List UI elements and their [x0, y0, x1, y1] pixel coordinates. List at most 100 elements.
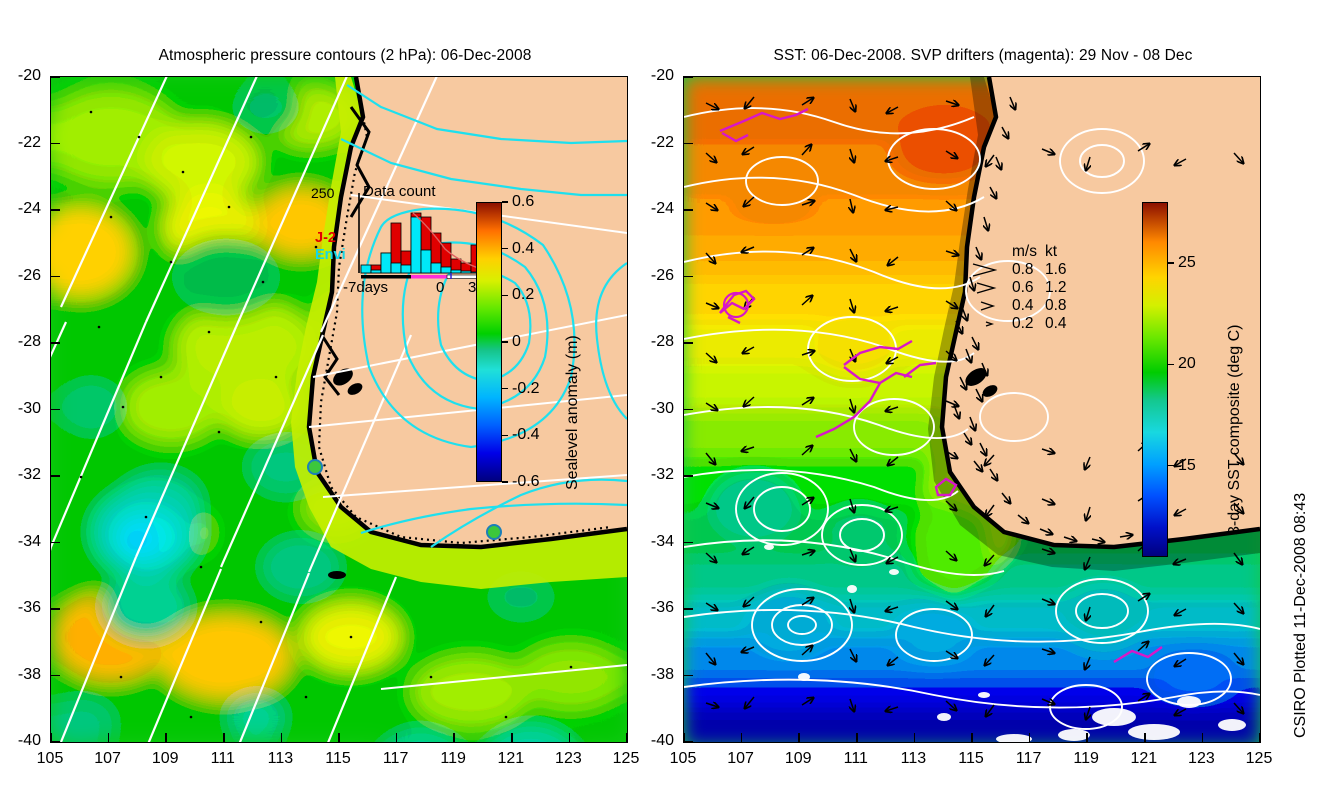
x-axis-tick — [107, 733, 110, 742]
x-axis-tick — [51, 733, 52, 742]
inset-title: Data count — [363, 183, 436, 200]
y-axis-tick-label: -26 — [650, 266, 674, 284]
inset-xright-label: 3 — [468, 279, 477, 296]
y-axis-tick — [684, 608, 693, 610]
y-axis-tick-label: -20 — [650, 67, 674, 84]
colorbar-tick-label: -0.6 — [512, 473, 540, 490]
colorbar-tick — [1168, 262, 1174, 264]
csiro-credit: CSIRO Plotted 11-Dec-2008 08:43 — [1292, 492, 1309, 738]
y-axis-tick — [684, 77, 693, 78]
colorbar-tick-label: 0.4 — [512, 239, 535, 257]
y-axis-tick — [51, 77, 60, 78]
x-axis-tick-label: 121 — [497, 750, 525, 767]
velkey-arrow-icon — [967, 261, 1008, 279]
inset-xleft-label: -7days — [343, 279, 389, 296]
y-axis-tick-label: -32 — [17, 466, 41, 483]
y-axis-tick-label: -28 — [650, 333, 674, 350]
y-axis-tick-label: -36 — [650, 599, 674, 616]
y-axis-tick-label: -36 — [17, 599, 41, 616]
y-axis-tick — [51, 541, 60, 544]
x-axis-tick — [798, 733, 800, 742]
x-axis-tick-label: 105 — [36, 750, 64, 767]
colorbar-tick — [502, 387, 508, 390]
y-axis-tick-label: -32 — [650, 466, 674, 483]
colorbar-tick-label: -0.4 — [512, 426, 540, 444]
colorbar-tick — [502, 201, 508, 203]
cloud-gaps — [764, 544, 1246, 742]
x-axis-tick-label: 113 — [267, 750, 294, 767]
x-axis-tick — [338, 733, 340, 742]
x-axis-tick-label: 125 — [1245, 750, 1273, 767]
velkey-row: 0.6 1.2 — [967, 279, 1071, 297]
y-axis-tick — [684, 475, 693, 477]
drifter-tracks — [719, 107, 1163, 664]
velkey-kt-3: 0.4 — [1044, 315, 1067, 332]
y-axis-tick — [51, 275, 60, 278]
y-axis-tick — [51, 142, 60, 145]
velkey-arrow-icon — [967, 315, 1008, 333]
velkey-ms-2: 0.4 — [1012, 297, 1034, 314]
colorbar-tick — [502, 341, 508, 343]
y-axis-tick-label: -24 — [650, 200, 674, 217]
y-axis-tick — [51, 741, 60, 742]
x-axis-tick-label: 115 — [325, 750, 351, 767]
y-axis-tick — [51, 674, 60, 677]
sst-colorbar — [1142, 202, 1168, 557]
x-axis-tick-label: 123 — [555, 750, 582, 767]
y-axis-tick-label: -30 — [17, 399, 41, 417]
colorbar-tick — [1168, 363, 1174, 366]
colorbar-tick-label: 15 — [1178, 456, 1196, 474]
y-axis-tick — [684, 142, 693, 145]
colorbar-tick-label: -0.2 — [512, 379, 540, 397]
x-axis-tick-label: 111 — [210, 750, 235, 767]
x-axis-tick-label: 117 — [382, 750, 409, 767]
velkey-row: 0.4 0.8 — [967, 297, 1071, 315]
y-axis-tick-label: -40 — [17, 732, 41, 749]
y-axis-tick — [684, 275, 693, 278]
y-axis-tick — [51, 408, 60, 411]
x-axis-tick — [684, 733, 685, 742]
x-axis-tick-label: 119 — [440, 750, 466, 767]
y-axis-tick-label: -24 — [17, 200, 41, 217]
y-axis-tick-label: -34 — [17, 532, 41, 550]
x-axis-tick — [971, 733, 973, 742]
velkey-ms-1: 0.6 — [1012, 279, 1034, 296]
velkey-header-ms: m/s — [1012, 243, 1037, 260]
inset-legend-j2: J-2 — [315, 230, 336, 246]
x-axis-tick — [165, 733, 167, 742]
x-axis-tick-label: 121 — [1130, 750, 1158, 767]
y-axis-tick — [684, 741, 693, 742]
y-axis-tick-label: -38 — [17, 665, 41, 683]
coastline — [306, 77, 627, 550]
x-axis-tick-label: 119 — [1073, 750, 1099, 767]
x-axis-tick — [626, 733, 627, 742]
velkey-arrow-icon — [967, 279, 1008, 297]
y-axis-tick — [684, 342, 693, 344]
x-axis-tick-label: 111 — [843, 750, 868, 767]
velkey-row: 0.2 0.4 — [967, 315, 1071, 333]
x-axis-tick-label: 109 — [151, 750, 179, 767]
y-axis-tick — [51, 475, 60, 477]
x-axis-tick — [1028, 733, 1031, 742]
colorbar-tick-label: 0.2 — [512, 286, 535, 304]
x-axis-tick — [280, 733, 283, 742]
y-axis-tick-label: -38 — [650, 665, 674, 683]
x-axis-tick-label: 107 — [727, 750, 754, 767]
velkey-kt-1: 1.2 — [1044, 279, 1067, 296]
y-axis-tick-label: -30 — [650, 399, 674, 417]
x-axis-tick-label: 117 — [1015, 750, 1042, 767]
x-axis-tick-label: 107 — [94, 750, 121, 767]
x-axis-tick — [1259, 733, 1260, 742]
y-axis-tick — [684, 674, 693, 677]
x-axis-tick — [453, 733, 455, 742]
colorbar-tick — [502, 294, 508, 297]
colorbar-tick-label: 0.6 — [512, 193, 535, 210]
x-axis-tick — [223, 733, 225, 742]
data-dots — [79, 110, 573, 719]
y-axis-tick — [684, 408, 693, 411]
colorbar-tick-label: 20 — [1178, 355, 1196, 373]
colorbar-tick — [502, 481, 508, 483]
shelf-dark-band — [928, 77, 1260, 571]
y-axis-tick — [51, 608, 60, 610]
velkey-kt-0: 1.6 — [1044, 261, 1067, 278]
